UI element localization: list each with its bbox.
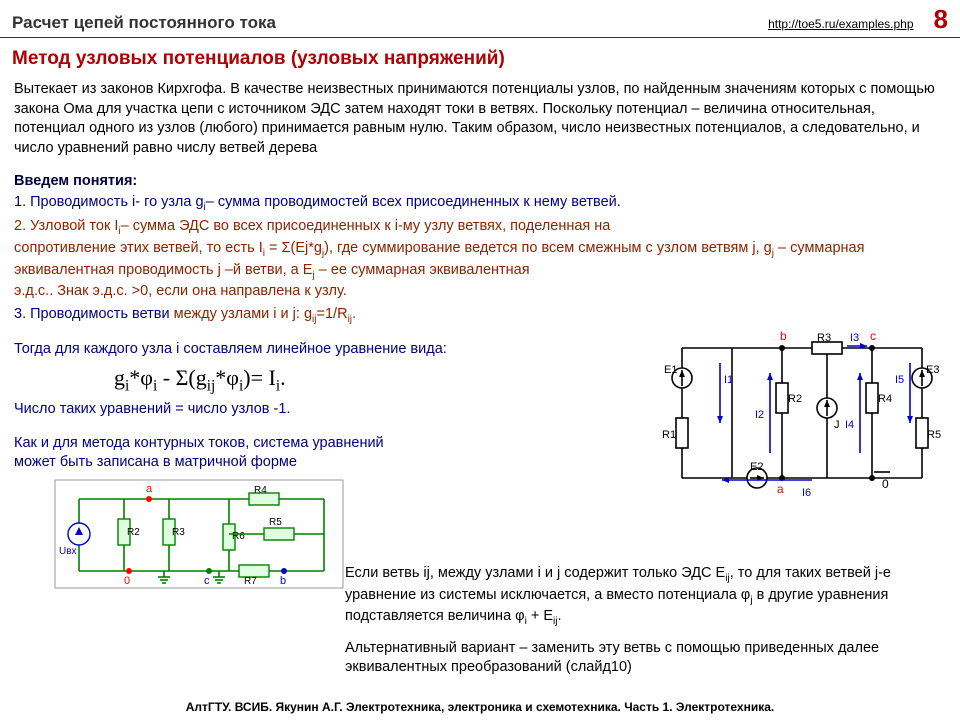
- concept-2: 2. Узловой ток Ii– сумма ЭДС во всех при…: [14, 217, 946, 301]
- svg-text:R6: R6: [232, 531, 245, 542]
- svg-text:R2: R2: [127, 527, 140, 538]
- slide-number: 8: [934, 6, 948, 32]
- svg-text:R7: R7: [244, 576, 257, 587]
- circuit-diagram-small: Uвх a 0 R2 R3 R4 c R6 R5 b R7: [54, 479, 344, 589]
- svg-text:I5: I5: [895, 374, 904, 386]
- svg-text:a: a: [777, 482, 784, 496]
- svg-text:R5: R5: [269, 517, 282, 528]
- doc-title: Расчет цепей постоянного тока: [12, 13, 768, 33]
- svg-text:b: b: [780, 329, 787, 343]
- svg-text:J: J: [834, 419, 840, 431]
- svg-text:0: 0: [882, 477, 889, 491]
- svg-text:I6: I6: [802, 487, 811, 499]
- then-line: Тогда для каждого узла i составляем лине…: [14, 340, 634, 360]
- svg-text:b: b: [280, 575, 286, 587]
- svg-text:E1: E1: [664, 364, 677, 376]
- footer: АлтГТУ. ВСИБ. Якунин А.Г. Электротехника…: [0, 700, 960, 714]
- circuit-diagram-main: b c a 0 E1 R1 R3 E3 R5 R2 E2 J R4 I1 I2 I3 I4 I5 I6: [662, 328, 942, 503]
- after-paragraphs: Если ветвь ij, между узлами i и j содерж…: [345, 564, 946, 678]
- concept-1: 1. Проводимость i- го узла gi– сумма про…: [14, 193, 946, 215]
- svg-text:I2: I2: [755, 409, 764, 421]
- svg-text:c: c: [870, 329, 876, 343]
- svg-text:I3: I3: [850, 332, 859, 344]
- count-line: Число таких уравнений = число узлов -1.: [14, 400, 634, 420]
- svg-text:I1: I1: [724, 374, 733, 386]
- header: Расчет цепей постоянного тока http://toe…: [0, 0, 960, 38]
- alternative-note: Альтернативный вариант – заменить эту ве…: [345, 639, 946, 678]
- svg-text:c: c: [204, 575, 210, 587]
- svg-text:R3: R3: [172, 527, 185, 538]
- svg-text:0: 0: [124, 575, 130, 587]
- concepts-header: Введем понятия:: [14, 172, 946, 192]
- svg-text:R1: R1: [662, 429, 676, 441]
- svg-text:R5: R5: [927, 429, 941, 441]
- concept-3: 3. Проводимость ветви между узлами i и j…: [14, 305, 634, 327]
- svg-text:R4: R4: [878, 393, 892, 405]
- svg-text:E3: E3: [926, 364, 939, 376]
- svg-text:R2: R2: [788, 393, 802, 405]
- svg-text:Uвх: Uвх: [59, 546, 77, 557]
- svg-text:E2: E2: [750, 461, 763, 473]
- svg-text:R3: R3: [817, 332, 831, 344]
- svg-text:R4: R4: [254, 485, 267, 496]
- svg-text:a: a: [146, 483, 153, 495]
- matrix-note: Как и для метода контурных токов, систем…: [14, 434, 634, 473]
- branch-note: Если ветвь ij, между узлами i и j содерж…: [345, 564, 946, 629]
- source-url[interactable]: http://toe5.ru/examples.php: [768, 17, 913, 31]
- intro-paragraph: Вытекает из законов Кирхгофа. В качестве…: [14, 80, 946, 158]
- section-title: Метод узловых потенциалов (узловых напря…: [0, 38, 960, 76]
- svg-text:I4: I4: [845, 419, 854, 431]
